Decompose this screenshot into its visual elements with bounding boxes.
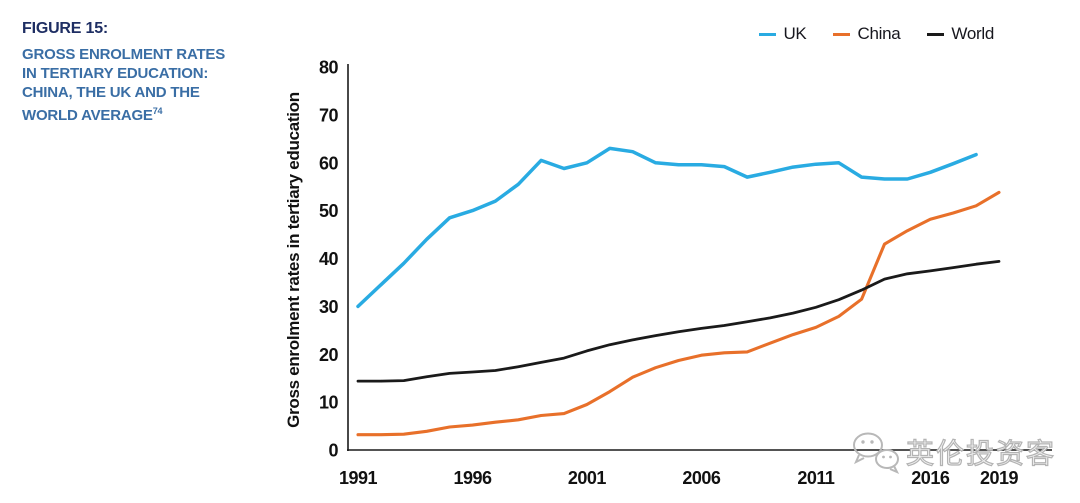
x-tick-label: 2019 — [980, 468, 1019, 488]
x-tick-label: 1996 — [453, 468, 492, 488]
footnote-reference: 74 — [152, 106, 163, 116]
legend-label: China — [857, 24, 901, 43]
legend-item-uk: UK — [759, 24, 807, 44]
figure-title-text: WORLD AVERAGE — [22, 107, 153, 124]
legend-swatch — [759, 32, 777, 36]
china-line — [356, 190, 1001, 437]
chart-legend: UK China World — [759, 24, 994, 44]
figure-number: FIGURE 15: — [22, 20, 109, 37]
x-tick-label: 2011 — [797, 468, 835, 488]
y-tick-label: 50 — [319, 201, 339, 221]
y-tick-label: 70 — [319, 105, 339, 125]
figure-caption: FIGURE 15: GROSS ENROLMENT RATES IN TERT… — [22, 20, 237, 125]
y-tick-label: 20 — [319, 345, 339, 365]
wechat-logo-icon — [853, 432, 900, 474]
y-tick-label: 30 — [319, 297, 339, 317]
y-tick-label: 40 — [319, 249, 339, 269]
figure-title-line: CHINA, THE UK AND THE — [22, 84, 200, 101]
y-tick-label: 10 — [319, 393, 339, 413]
watermark: 英伦投资客 — [849, 429, 1056, 475]
figure-title-line: GROSS ENROLMENT RATES — [22, 46, 226, 63]
figure-title-line: IN TERTIARY EDUCATION: — [22, 65, 209, 82]
y-tick-label: 0 — [328, 441, 338, 461]
legend-swatch — [927, 32, 945, 36]
watermark-text: 英伦投资客 — [905, 437, 1057, 469]
x-tick-label: 1991 — [339, 468, 378, 488]
y-tick-label: 80 — [319, 58, 339, 78]
legend-item-world: World — [927, 24, 994, 44]
x-tick-label: 2001 — [568, 468, 607, 488]
x-tick-label: 2016 — [911, 468, 950, 488]
figure-title-line: WORLD AVERAGE74 — [22, 102, 237, 125]
legend-item-china: China — [833, 24, 901, 44]
legend-label: World — [951, 24, 994, 43]
world-line — [356, 259, 1001, 383]
x-tick-label: 2006 — [682, 468, 721, 488]
legend-label: UK — [783, 24, 807, 43]
y-tick-label: 60 — [319, 153, 339, 173]
legend-swatch — [833, 32, 851, 36]
uk-line — [356, 146, 978, 309]
